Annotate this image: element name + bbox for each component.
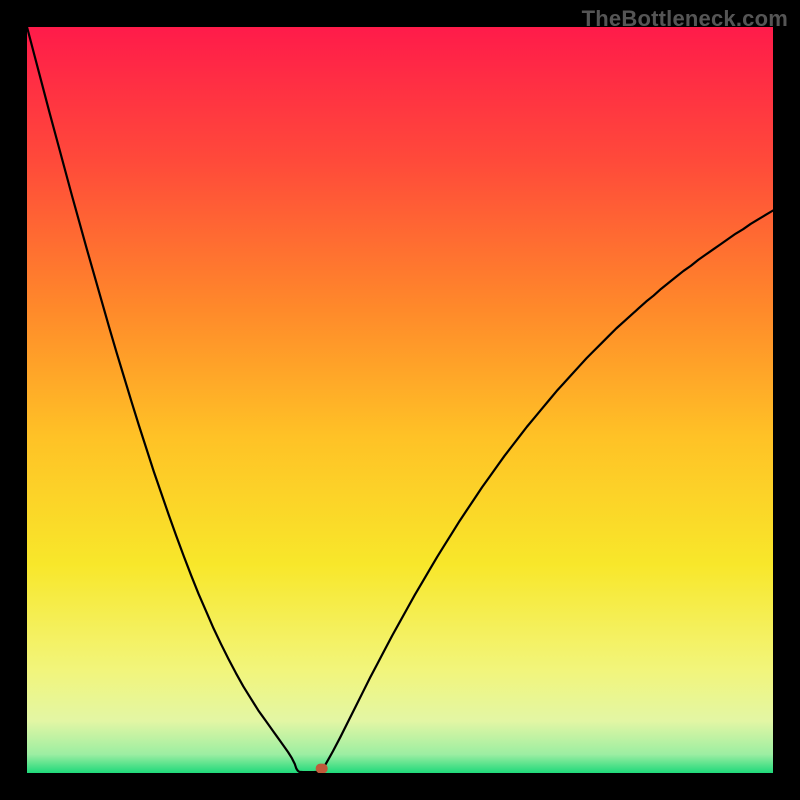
chart-svg: [27, 27, 773, 773]
chart-frame: TheBottleneck.com: [0, 0, 800, 800]
bottleneck-point: [316, 764, 328, 773]
plot-area: [27, 27, 773, 773]
chart-background: [27, 27, 773, 773]
